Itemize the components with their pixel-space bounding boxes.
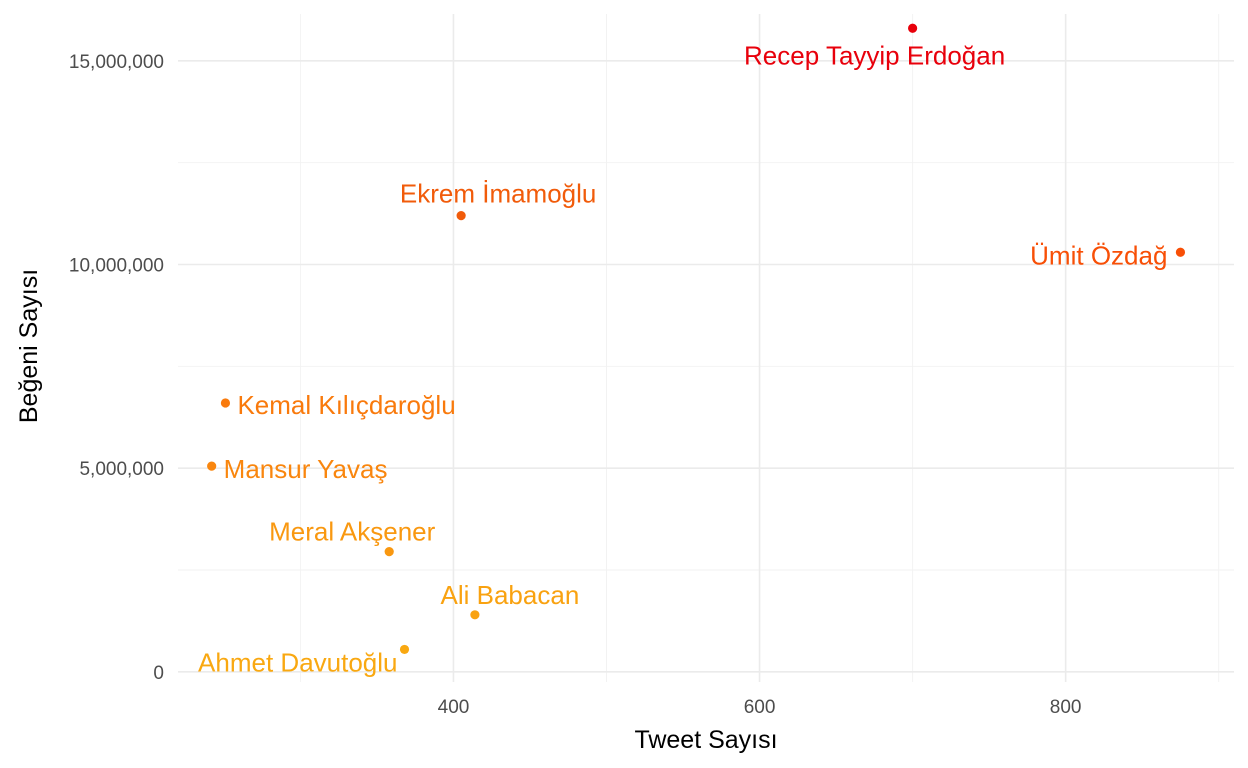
y-tick-label: 15,000,000 xyxy=(69,52,164,73)
gridlines xyxy=(178,14,1234,682)
data-point xyxy=(908,23,918,33)
data-point-label: Recep Tayyip Erdoğan xyxy=(744,40,1005,70)
data-point xyxy=(470,610,480,620)
y-tick-label: 0 xyxy=(153,663,164,684)
tick-labels: 0 5,000,000 10,000,000 15,000,000 400 600 800 xyxy=(69,52,1082,718)
x-axis-title: Tweet Sayısı xyxy=(634,726,777,754)
data-point xyxy=(220,398,231,408)
data-point-label: Kemal Kılıçdaroğlu xyxy=(237,390,455,420)
data-point-label: Ekrem İmamoğlu xyxy=(400,179,597,209)
data-point-label: Ahmet Davutoğlu xyxy=(198,647,397,677)
data-point xyxy=(384,547,394,557)
data-point-label: Ümit Özdağ xyxy=(1030,240,1167,270)
y-tick-label: 5,000,000 xyxy=(79,459,164,480)
y-axis-title: Beğeni Sayısı xyxy=(15,269,43,423)
x-tick-label: 800 xyxy=(1050,697,1082,718)
data-point xyxy=(399,644,410,655)
y-tick-label: 10,000,000 xyxy=(69,256,164,277)
data-point-label: Meral Akşener xyxy=(269,517,436,547)
data-point xyxy=(456,211,466,221)
x-tick-label: 600 xyxy=(744,697,776,718)
data-point-label: Mansur Yavaş xyxy=(224,454,388,484)
data-points xyxy=(207,23,1186,655)
x-tick-label: 400 xyxy=(438,697,470,718)
data-point xyxy=(207,461,217,471)
data-point-label: Ali Babacan xyxy=(441,580,580,610)
data-labels: Recep Tayyip Erdoğan Ümit Özdağ Ekrem İmam… xyxy=(198,40,1167,677)
data-point xyxy=(1175,247,1186,257)
